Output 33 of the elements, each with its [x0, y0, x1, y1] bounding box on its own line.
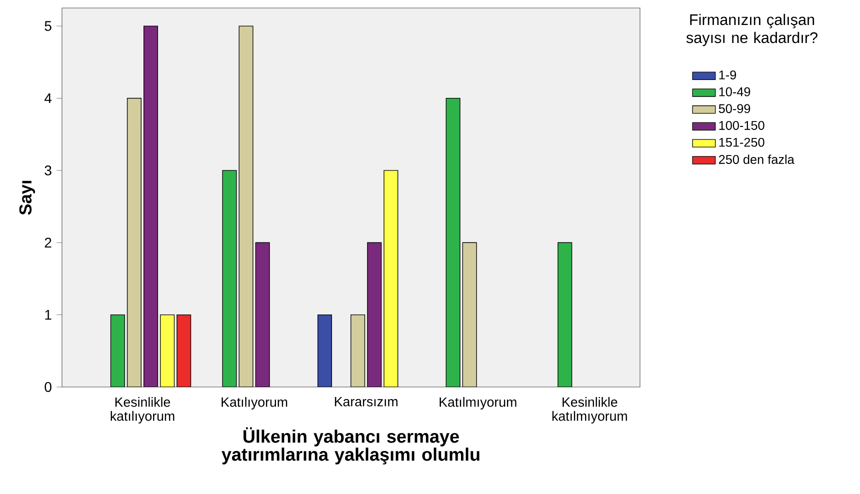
x-tick-label: Kesinlikle katılıyorum	[110, 397, 174, 424]
legend-title: Firmanızın çalışan sayısı ne kadardır?	[686, 14, 818, 46]
legend-label: 50-99	[718, 104, 750, 114]
y-tick-label: 3	[44, 165, 52, 176]
x-axis-title: Ülkenin yabancı sermaye yatırımlarına yaklaşımı olumlu	[222, 427, 480, 464]
y-tick-label: 4	[44, 93, 52, 104]
bar	[110, 314, 125, 387]
y-tick-label: 1	[45, 310, 52, 320]
legend-label: 100-150	[719, 120, 764, 130]
bar	[238, 26, 254, 387]
y-tick-label: 0	[44, 382, 52, 392]
bar	[367, 242, 382, 387]
bar	[384, 170, 398, 387]
bar	[160, 314, 175, 387]
bar	[126, 98, 142, 387]
legend-label: 10-49	[719, 87, 750, 96]
bar	[558, 242, 572, 387]
bar	[222, 170, 237, 387]
bar	[462, 242, 477, 387]
y-axis-title: Sayı	[19, 180, 36, 215]
x-tick-label: Katılıyorum	[222, 397, 288, 410]
bar	[446, 98, 460, 387]
legend-label: 1-9	[719, 70, 736, 80]
x-tick-label: Katılmıyorum	[440, 397, 516, 410]
bar	[255, 242, 270, 387]
x-tick-label: Kararsızım	[334, 397, 398, 406]
bar	[350, 314, 366, 387]
legend-label: 250 den fazla	[718, 154, 794, 164]
legend-label: 151-250	[719, 138, 764, 147]
x-tick-label: Kesinlikle katılmıyorum	[552, 397, 627, 424]
y-tick-label: 5	[44, 21, 52, 31]
bar	[144, 26, 158, 387]
y-tick-label: 2	[44, 238, 52, 248]
